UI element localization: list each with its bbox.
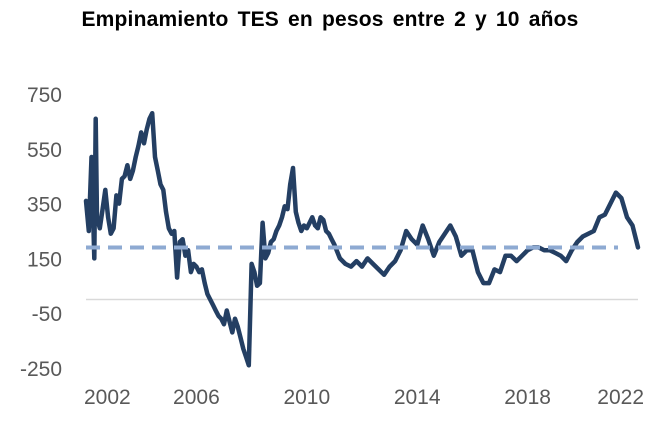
y-tick-label: -250	[20, 358, 62, 381]
y-tick-label: -50	[32, 303, 62, 326]
x-tick-label: 2002	[84, 386, 131, 409]
chart-title: Empinamiento TES en pesos entre 2 y 10 a…	[81, 8, 579, 31]
x-tick-label: 2014	[394, 386, 441, 409]
x-tick-label: 2006	[173, 386, 220, 409]
y-axis-ticks: 750 550 350 150 -50 -250	[20, 84, 62, 381]
x-tick-label: 2010	[283, 386, 330, 409]
y-tick-label: 350	[27, 194, 62, 217]
x-axis-ticks: 2002 2006 2010 2014 2018 2022	[84, 386, 644, 409]
y-tick-label: 750	[27, 84, 62, 107]
y-tick-label: 550	[27, 139, 62, 162]
y-tick-label: 150	[27, 248, 62, 271]
x-tick-label: 2018	[504, 386, 551, 409]
series-line	[83, 110, 641, 368]
x-tick-label: 2022	[597, 386, 644, 409]
